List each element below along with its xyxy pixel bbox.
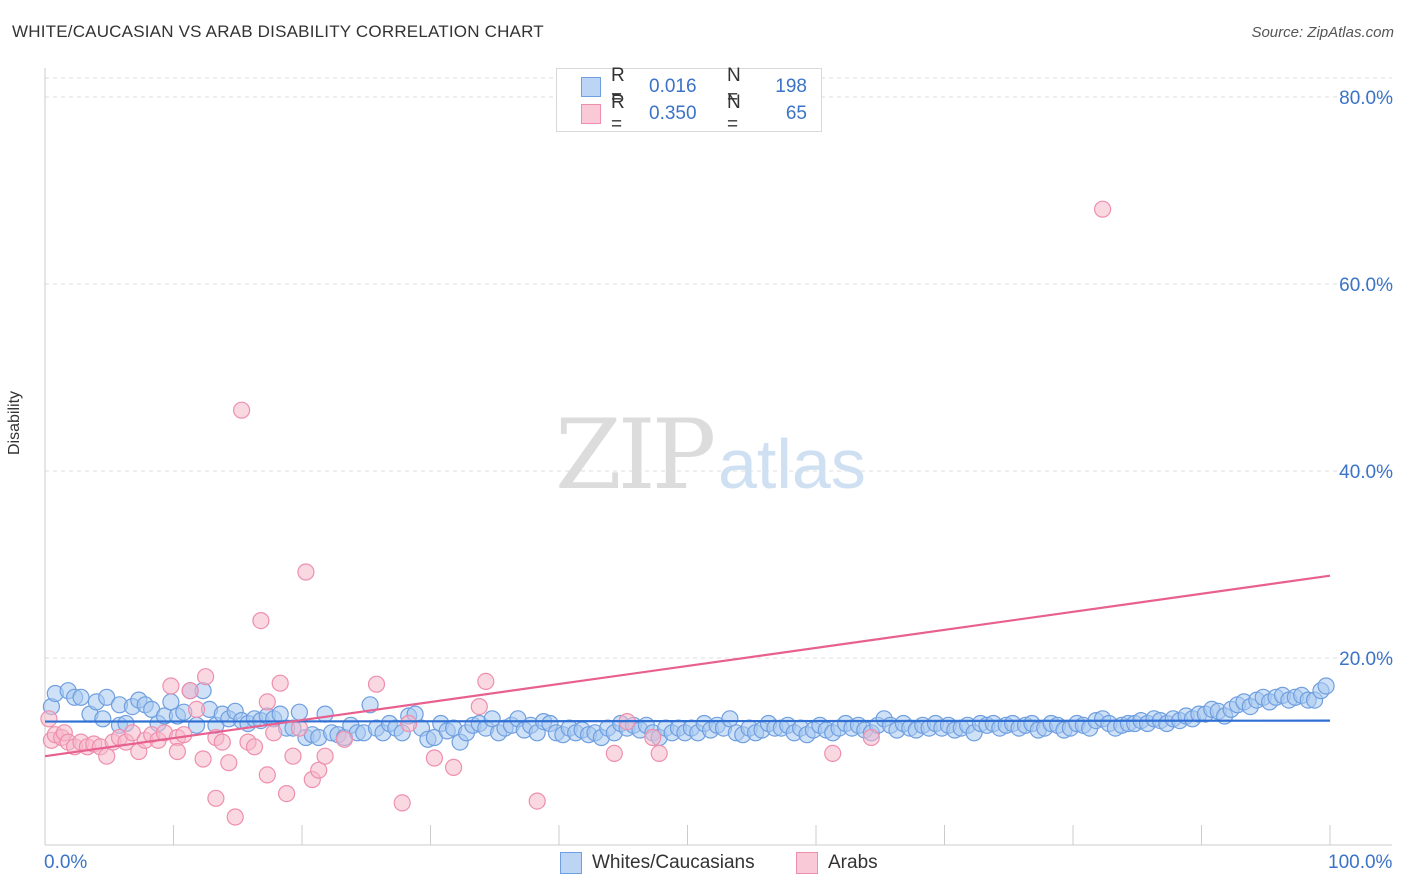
- point-whites: [361, 696, 379, 714]
- point-arabs: [40, 710, 58, 728]
- point-whites: [316, 705, 334, 723]
- legend-n-value: 65: [785, 103, 807, 124]
- watermark: ZIP atlas: [555, 399, 866, 511]
- point-arabs: [162, 677, 180, 695]
- x-tick-max: 100.0%: [1328, 852, 1393, 873]
- point-arabs: [271, 674, 289, 692]
- legend-label-arabs: Arabs: [828, 852, 878, 873]
- point-arabs: [310, 761, 328, 779]
- point-whites: [94, 710, 112, 728]
- point-whites: [721, 710, 739, 728]
- watermark-zip: ZIP: [555, 399, 714, 511]
- legend-swatch-pink: [796, 852, 818, 874]
- point-arabs: [175, 726, 193, 744]
- point-arabs: [605, 744, 623, 763]
- legend-swatch-blue: [560, 852, 582, 874]
- point-arabs: [258, 693, 276, 711]
- point-arabs: [258, 766, 276, 784]
- legend-n-label: N =: [727, 65, 741, 108]
- trend-line-arabs: [44, 574, 1331, 758]
- point-arabs: [278, 784, 296, 803]
- point-arabs: [470, 697, 488, 716]
- x-tick-min: 0.0%: [44, 852, 88, 873]
- legend-item-arabs[interactable]: Arabs: [796, 852, 878, 874]
- point-arabs: [445, 758, 463, 777]
- point-arabs: [284, 747, 302, 765]
- trend-lines: [44, 574, 1331, 758]
- point-arabs: [644, 728, 662, 747]
- y-tick-label: 80.0%: [1339, 88, 1393, 109]
- legend-n-label: N =: [727, 92, 741, 135]
- legend-swatch-blue: [581, 77, 601, 97]
- y-tick-label: 40.0%: [1339, 462, 1393, 483]
- point-arabs: [425, 749, 443, 767]
- point-arabs: [528, 792, 546, 810]
- chart-title: WHITE/CAUCASIAN VS ARAB DISABILITY CORRE…: [12, 22, 544, 41]
- point-arabs: [194, 750, 212, 768]
- point-arabs: [367, 675, 386, 693]
- point-arabs: [335, 730, 353, 748]
- watermark-atlas: atlas: [718, 425, 866, 503]
- point-arabs: [181, 682, 199, 700]
- trend-line-whites: [44, 719, 1331, 723]
- legend-n-value: 198: [775, 76, 807, 97]
- point-arabs: [290, 719, 308, 737]
- legend-item-whites[interactable]: Whites/Caucasians: [560, 852, 755, 874]
- gridlines: [45, 77, 1392, 659]
- series-whites: [42, 677, 1335, 751]
- y-tick-label: 60.0%: [1339, 275, 1393, 296]
- y-tick-labels: 20.0% 40.0% 60.0% 80.0%: [1339, 88, 1393, 670]
- legend-r-value: 0.350: [649, 103, 697, 124]
- correlation-legend: R = 0.016 N = 198 R = 0.350 N = 65: [556, 65, 822, 135]
- legend-r-label: R =: [611, 65, 625, 108]
- point-arabs: [245, 738, 264, 756]
- point-whites: [1317, 677, 1335, 695]
- point-arabs: [220, 754, 238, 772]
- point-arabs: [824, 744, 842, 763]
- point-arabs: [400, 714, 418, 733]
- legend-swatch-pink: [581, 104, 601, 124]
- point-arabs: [393, 794, 411, 812]
- point-arabs: [188, 700, 206, 719]
- point-arabs: [123, 724, 141, 742]
- point-whites: [72, 688, 90, 706]
- point-arabs: [1093, 200, 1112, 218]
- point-arabs: [862, 728, 880, 747]
- point-whites: [483, 710, 501, 728]
- point-arabs: [213, 733, 231, 751]
- point-arabs: [650, 744, 668, 763]
- legend-r-label: R =: [611, 92, 625, 135]
- y-tick-label: 20.0%: [1339, 649, 1393, 670]
- point-arabs: [233, 401, 251, 419]
- legend-r-value: 0.016: [649, 76, 697, 97]
- point-arabs: [297, 563, 315, 581]
- point-whites: [98, 688, 116, 706]
- point-arabs: [207, 789, 225, 807]
- point-arabs: [226, 808, 244, 826]
- point-whites: [290, 703, 308, 721]
- point-arabs: [197, 668, 215, 686]
- point-arabs: [168, 742, 186, 761]
- point-arabs: [316, 747, 334, 765]
- legend-label-whites: Whites/Caucasians: [592, 852, 755, 873]
- point-arabs: [477, 672, 495, 691]
- point-arabs: [265, 724, 283, 742]
- point-arabs: [252, 611, 270, 630]
- source-label: Source: ZipAtlas.com: [1251, 24, 1394, 41]
